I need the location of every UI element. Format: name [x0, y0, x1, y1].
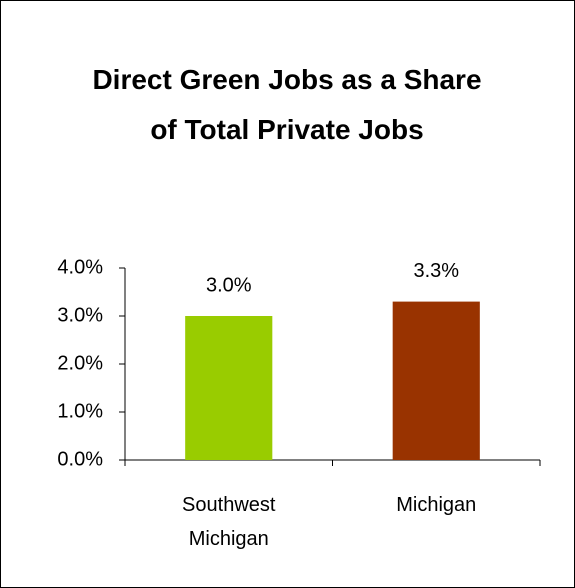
chart-title: Direct Green Jobs as a Share of Total Pr…: [92, 64, 482, 145]
value-label: 3.3%: [413, 260, 459, 282]
bar: [185, 316, 273, 460]
y-tick-label: 4.0%: [57, 256, 103, 278]
value-label: 3.0%: [206, 274, 252, 296]
bar: [392, 301, 480, 460]
x-tick-label: Michigan: [396, 494, 477, 516]
y-tick-label: 2.0%: [57, 352, 103, 374]
x-tick-label: Southwest Michigan: [182, 494, 276, 550]
y-tick-label: 3.0%: [57, 304, 103, 326]
y-tick-label: 0.0%: [57, 448, 103, 470]
y-tick-label: 1.0%: [57, 400, 103, 422]
